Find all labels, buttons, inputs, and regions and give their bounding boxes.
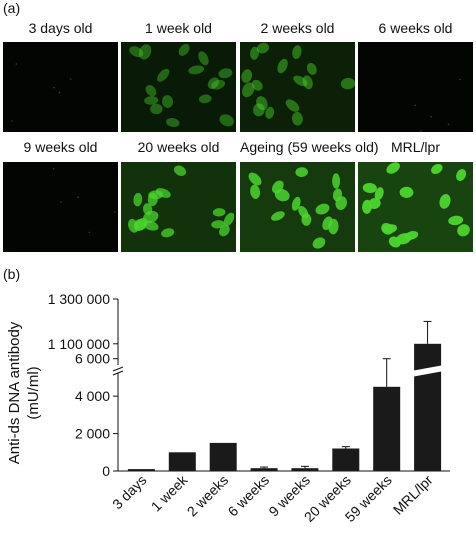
microscopy-image [3,42,118,132]
image-label: 20 weeks old [137,139,220,155]
y-tick-label: 2 000 [75,426,110,442]
y-axis-label-line2: (mU/ml) [25,366,42,419]
bar [291,468,319,471]
y-axis-label: Anti-ds DNA antibody (mU/ml) [6,321,42,464]
y-tick-label: 1 300 000 [48,291,110,307]
panel-b-label: (b) [3,266,21,282]
x-tick-label: 2 weeks [184,472,232,520]
panel-a-label: (a) [3,0,21,16]
microscopy-image [358,162,473,252]
x-tick-label: 6 weeks [225,472,273,520]
x-tick-label: 3 days [109,472,149,512]
image-label: 9 weeks old [23,139,98,155]
image-label: 3 days old [28,20,93,36]
image-label: Ageing (59 weeks old) [240,139,379,155]
bar [373,386,401,471]
image-label: 1 week old [145,20,212,36]
bar [127,469,155,471]
microscopy-image [240,42,355,132]
y-axis-label-line1: Anti-ds DNA antibody [6,321,23,464]
y-tick-label: 1 100 000 [48,336,110,352]
image-label: 6 weeks old [378,20,453,36]
bar [209,442,237,471]
microscopy-image [358,42,473,132]
bars [127,320,445,471]
y-tick-label: 0 [102,463,110,479]
image-label: MRL/lpr [390,139,440,155]
microscopy-image [121,162,236,252]
image-label: 2 weeks old [260,20,335,36]
microscopy-image [240,162,355,252]
bar [168,452,196,471]
bar [414,343,442,471]
x-tick-label: MRL/lpr [390,472,436,518]
microscopy-image [3,162,118,252]
bar [332,448,360,471]
y-tick-label: 4 000 [75,388,110,404]
bar [250,468,278,471]
microscopy-image [121,42,236,132]
antibody-bar-chart: Anti-ds DNA antibody (mU/ml) 0 2 000 4 000 6… [6,291,450,525]
bar-break [411,365,445,377]
y-tick-label: 6 000 [75,351,110,367]
